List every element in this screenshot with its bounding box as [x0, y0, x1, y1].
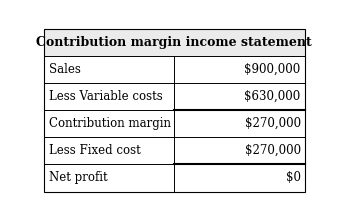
Bar	[44, 29, 305, 56]
Text: Contribution margin income statement: Contribution margin income statement	[36, 36, 312, 49]
Text: $270,000: $270,000	[244, 117, 301, 130]
Text: Contribution margin: Contribution margin	[49, 117, 171, 130]
Text: $900,000: $900,000	[244, 63, 301, 76]
Text: $630,000: $630,000	[244, 90, 301, 103]
Text: $270,000: $270,000	[244, 144, 301, 157]
Text: Sales: Sales	[49, 63, 81, 76]
Text: $0: $0	[286, 171, 301, 184]
Text: Less Fixed cost: Less Fixed cost	[49, 144, 140, 157]
Text: Net profit: Net profit	[49, 171, 107, 184]
Text: Less Variable costs: Less Variable costs	[49, 90, 162, 103]
